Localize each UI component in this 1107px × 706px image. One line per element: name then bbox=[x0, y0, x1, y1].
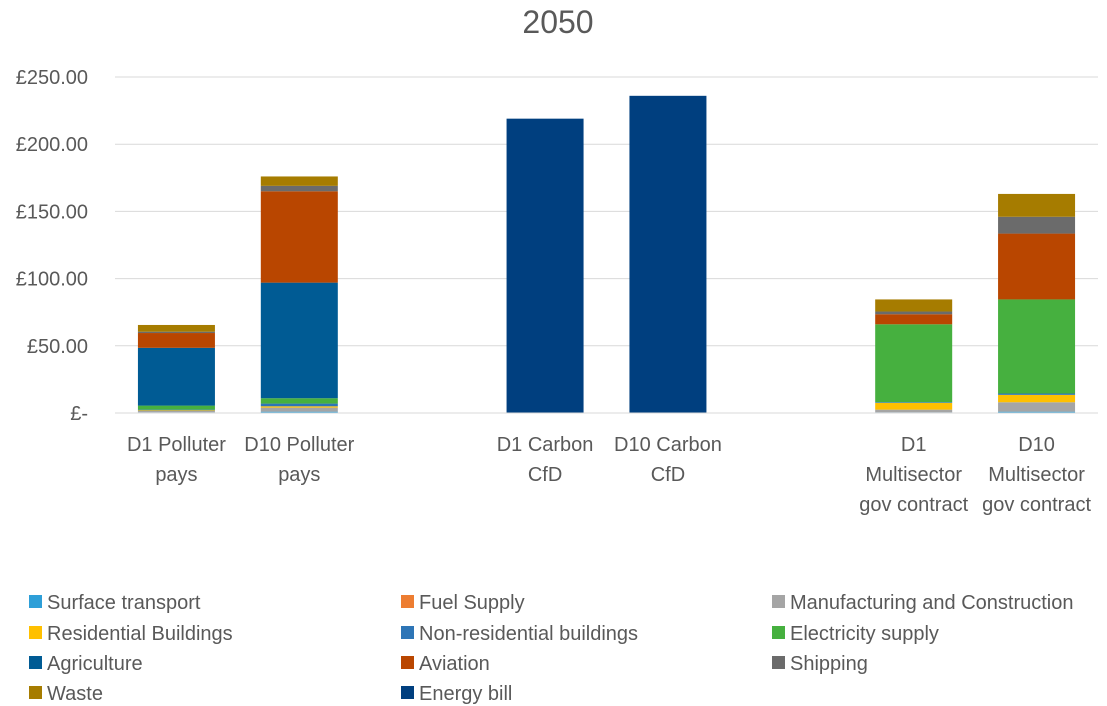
bar-segment bbox=[998, 394, 1076, 403]
legend-swatch bbox=[772, 595, 785, 608]
bar-segment bbox=[875, 314, 953, 325]
bar-segment bbox=[137, 410, 215, 411]
legend-label: Residential Buildings bbox=[47, 623, 233, 645]
bar-segment bbox=[998, 393, 1076, 395]
bar-segment bbox=[998, 193, 1076, 217]
legend-swatch bbox=[29, 595, 42, 608]
bar-segment bbox=[260, 406, 338, 408]
y-tick-label: £50.00 bbox=[27, 336, 88, 358]
category-label: gov contract bbox=[982, 494, 1091, 516]
legend-label: Fuel Supply bbox=[419, 592, 525, 614]
legend-swatch bbox=[401, 656, 414, 669]
legend-swatch bbox=[772, 626, 785, 639]
bar-segment bbox=[137, 333, 215, 348]
category-label: pays bbox=[278, 464, 320, 486]
bar-segment bbox=[998, 216, 1076, 234]
bar-segment bbox=[875, 402, 953, 403]
category-label: D10 Polluter bbox=[244, 434, 354, 456]
legend-label: Surface transport bbox=[47, 592, 201, 614]
bar-segment bbox=[629, 95, 707, 413]
y-tick-label: £100.00 bbox=[16, 269, 88, 291]
bar-segment bbox=[998, 402, 1076, 412]
chart-title: 2050 bbox=[522, 4, 593, 40]
bar-segment bbox=[998, 233, 1076, 300]
bar-segment bbox=[875, 409, 953, 413]
bar-segment bbox=[875, 311, 953, 315]
category-label: pays bbox=[155, 464, 197, 486]
bar-segment bbox=[875, 402, 953, 410]
category-label: D1 Polluter bbox=[127, 434, 226, 456]
bar-segment bbox=[260, 398, 338, 404]
category-label: CfD bbox=[528, 464, 562, 486]
legend-swatch bbox=[401, 595, 414, 608]
category-label: Multisector bbox=[988, 464, 1085, 486]
legend-swatch bbox=[401, 626, 414, 639]
y-tick-label: £250.00 bbox=[16, 67, 88, 89]
bar-segment bbox=[260, 407, 338, 412]
bar-segment bbox=[137, 409, 215, 411]
legend-label: Waste bbox=[47, 683, 103, 705]
category-label: CfD bbox=[651, 464, 685, 486]
y-tick-label: £150.00 bbox=[16, 201, 88, 223]
bar-segment bbox=[875, 299, 953, 312]
y-tick-label: £- bbox=[70, 403, 88, 425]
legend-swatch bbox=[29, 656, 42, 669]
bar-segment bbox=[260, 411, 338, 413]
legend-label: Shipping bbox=[790, 653, 868, 675]
legend: Surface transport Fuel Supply Manufacturin… bbox=[29, 592, 1074, 705]
legend-label: Agriculture bbox=[47, 653, 143, 675]
legend-label: Electricity supply bbox=[790, 623, 939, 645]
legend-label: Aviation bbox=[419, 653, 490, 675]
category-label: D10 Carbon bbox=[614, 434, 722, 456]
legend-swatch bbox=[29, 686, 42, 699]
category-labels: D1 Polluter pays D10 Polluter pays D1 Carbon… bbox=[127, 434, 1092, 516]
bar-segment bbox=[260, 176, 338, 186]
bar-segment bbox=[260, 191, 338, 283]
bar-segment bbox=[506, 118, 584, 413]
category-label: gov contract bbox=[859, 494, 968, 516]
legend-swatch bbox=[401, 686, 414, 699]
bar-segment bbox=[260, 282, 338, 399]
bar-segment bbox=[875, 324, 953, 403]
legend-swatch bbox=[772, 656, 785, 669]
bar-segment bbox=[137, 405, 215, 410]
bar-segment bbox=[137, 324, 215, 332]
bar-segment bbox=[137, 347, 215, 406]
legend-label: Manufacturing and Construction bbox=[790, 592, 1074, 614]
y-axis-ticks: £- £50.00 £100.00 £150.00 £200.00 £250.00 bbox=[16, 67, 88, 425]
bar-segment bbox=[998, 411, 1076, 413]
bar-segment bbox=[998, 299, 1076, 394]
legend-label: Non-residential buildings bbox=[419, 623, 638, 645]
bar-segment bbox=[260, 403, 338, 407]
bars bbox=[137, 95, 1076, 413]
legend-label: Energy bill bbox=[419, 683, 512, 705]
category-label: D1 Carbon bbox=[497, 434, 594, 456]
bar-segment bbox=[260, 185, 338, 192]
bar-segment bbox=[137, 410, 215, 413]
category-label: D10 bbox=[1018, 434, 1055, 456]
bar-segment bbox=[137, 331, 215, 334]
category-label: Multisector bbox=[865, 464, 962, 486]
y-tick-label: £200.00 bbox=[16, 134, 88, 156]
category-label: D1 bbox=[901, 434, 927, 456]
legend-swatch bbox=[29, 626, 42, 639]
